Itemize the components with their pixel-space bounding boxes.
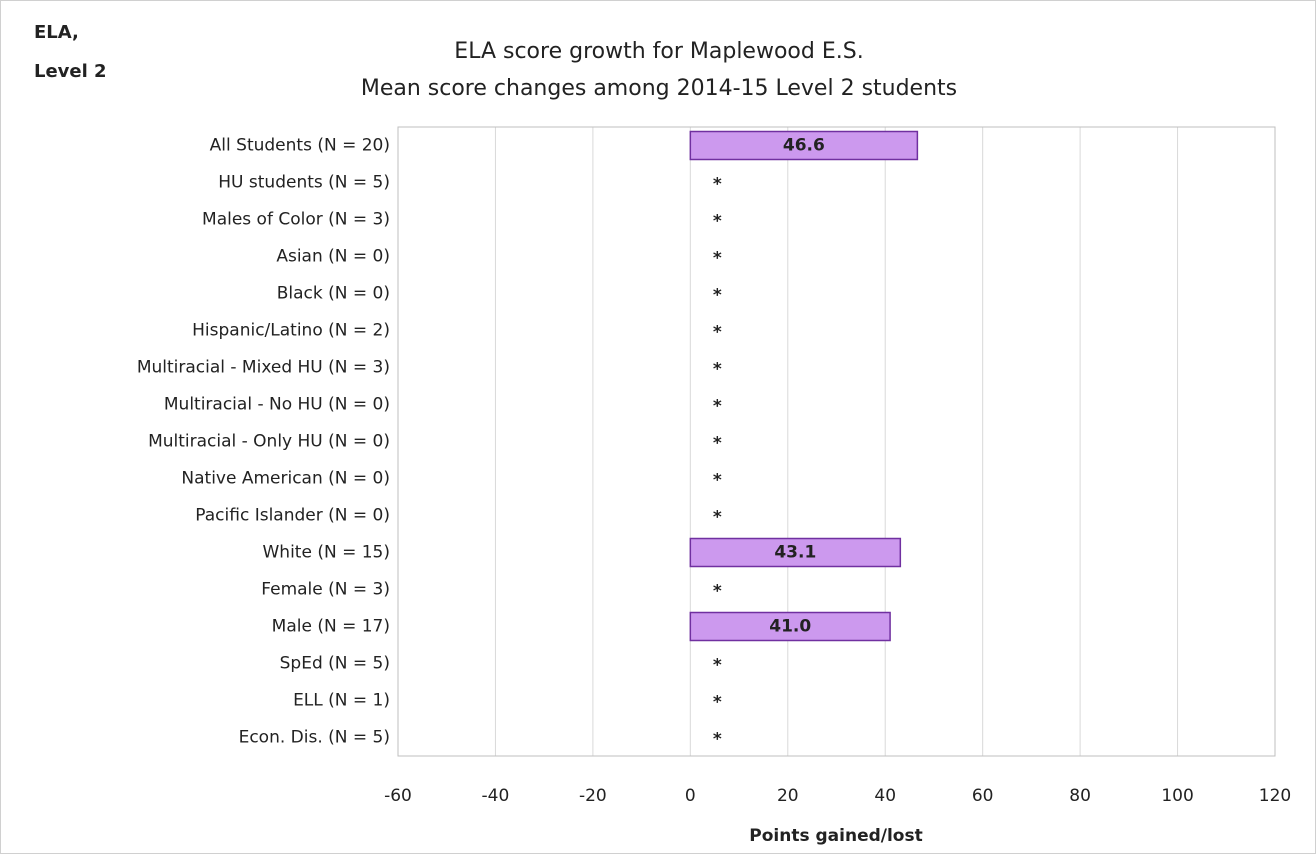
data-label: * xyxy=(713,582,722,602)
plot-border xyxy=(397,126,1276,757)
y-tick-label: Pacific Islander (N = 0) xyxy=(195,506,390,526)
y-tick-label: Multiracial - No HU (N = 0) xyxy=(164,395,390,415)
data-label: * xyxy=(713,656,722,676)
y-tick-label: Hispanic/Latino (N = 2) xyxy=(192,321,390,341)
y-tick-label: Econ. Dis. (N = 5) xyxy=(239,728,390,748)
x-tick-label: 60 xyxy=(972,786,994,806)
x-tick-label: 40 xyxy=(874,786,896,806)
y-tick-label: Multiracial - Mixed HU (N = 3) xyxy=(137,358,390,378)
y-tick-label: Multiracial - Only HU (N = 0) xyxy=(148,432,390,452)
corner-label: ELA, xyxy=(34,22,79,43)
x-tick-label: 100 xyxy=(1161,786,1193,806)
data-label: * xyxy=(713,508,722,528)
y-tick-label: HU students (N = 5) xyxy=(218,173,390,193)
chart-subtitle: Mean score changes among 2014-15 Level 2… xyxy=(361,76,957,101)
y-tick-label: Asian (N = 0) xyxy=(276,247,390,267)
data-label: * xyxy=(713,175,722,195)
data-label: 46.6 xyxy=(783,136,825,156)
bar xyxy=(689,130,919,161)
bar xyxy=(689,537,902,568)
x-tick-label: 80 xyxy=(1069,786,1091,806)
x-tick-label: 120 xyxy=(1259,786,1291,806)
corner-label: Level 2 xyxy=(34,61,107,82)
data-label: * xyxy=(713,249,722,269)
x-tick-label: 20 xyxy=(777,786,799,806)
y-tick-label: Male (N = 17) xyxy=(272,617,390,637)
x-tick-label: -40 xyxy=(482,786,510,806)
y-tick-label: Female (N = 3) xyxy=(261,580,390,600)
data-label: * xyxy=(713,212,722,232)
data-label: * xyxy=(713,434,722,454)
bar xyxy=(689,611,891,642)
data-label: 43.1 xyxy=(774,543,816,563)
y-tick-label: Males of Color (N = 3) xyxy=(202,210,390,230)
data-label: * xyxy=(713,397,722,417)
y-tick-label: White (N = 15) xyxy=(263,543,391,563)
x-tick-label: -20 xyxy=(579,786,607,806)
data-label: * xyxy=(713,360,722,380)
y-tick-label: Native American (N = 0) xyxy=(181,469,390,489)
data-label: * xyxy=(713,730,722,750)
x-tick-label: -60 xyxy=(384,786,412,806)
data-label: 41.0 xyxy=(769,617,811,637)
data-label: * xyxy=(713,286,722,306)
data-label: * xyxy=(713,693,722,713)
y-tick-label: Black (N = 0) xyxy=(277,284,390,304)
x-axis-label: Points gained/lost xyxy=(749,826,922,846)
y-tick-label: All Students (N = 20) xyxy=(210,136,390,156)
data-label: * xyxy=(713,471,722,491)
chart-title: ELA score growth for Maplewood E.S. xyxy=(454,39,863,64)
data-label: * xyxy=(713,323,722,343)
x-tick-label: 0 xyxy=(685,786,696,806)
y-tick-label: ELL (N = 1) xyxy=(293,691,390,711)
y-tick-label: SpEd (N = 5) xyxy=(280,654,390,674)
